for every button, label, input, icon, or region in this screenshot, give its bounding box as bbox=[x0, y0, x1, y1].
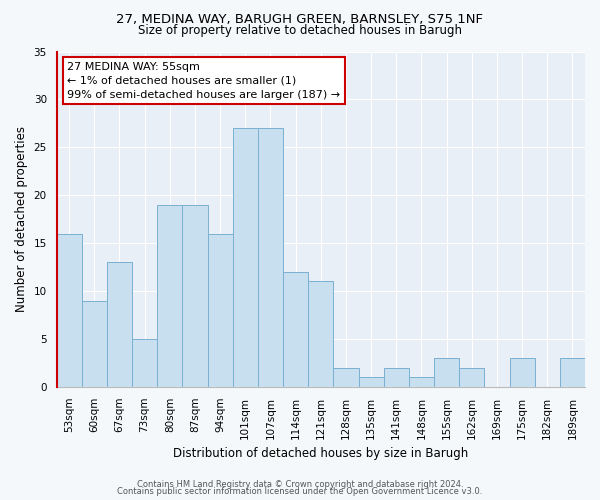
Bar bbox=[459, 368, 484, 387]
Bar bbox=[334, 368, 359, 387]
Bar bbox=[359, 377, 383, 387]
Text: Contains public sector information licensed under the Open Government Licence v3: Contains public sector information licen… bbox=[118, 487, 482, 496]
Y-axis label: Number of detached properties: Number of detached properties bbox=[15, 126, 28, 312]
Text: Size of property relative to detached houses in Barugh: Size of property relative to detached ho… bbox=[138, 24, 462, 37]
Bar bbox=[157, 205, 182, 387]
Bar bbox=[383, 368, 409, 387]
Text: 27, MEDINA WAY, BARUGH GREEN, BARNSLEY, S75 1NF: 27, MEDINA WAY, BARUGH GREEN, BARNSLEY, … bbox=[116, 12, 484, 26]
Bar bbox=[182, 205, 208, 387]
Bar bbox=[434, 358, 459, 387]
Bar bbox=[208, 234, 233, 387]
Bar bbox=[56, 234, 82, 387]
Text: Contains HM Land Registry data © Crown copyright and database right 2024.: Contains HM Land Registry data © Crown c… bbox=[137, 480, 463, 489]
Bar bbox=[258, 128, 283, 387]
Bar bbox=[233, 128, 258, 387]
Bar bbox=[107, 262, 132, 387]
Bar bbox=[560, 358, 585, 387]
Bar bbox=[409, 377, 434, 387]
Text: 27 MEDINA WAY: 55sqm
← 1% of detached houses are smaller (1)
99% of semi-detache: 27 MEDINA WAY: 55sqm ← 1% of detached ho… bbox=[67, 62, 340, 100]
Bar bbox=[283, 272, 308, 387]
Bar bbox=[132, 339, 157, 387]
Bar bbox=[308, 282, 334, 387]
Bar bbox=[509, 358, 535, 387]
Bar bbox=[82, 300, 107, 387]
X-axis label: Distribution of detached houses by size in Barugh: Distribution of detached houses by size … bbox=[173, 447, 469, 460]
